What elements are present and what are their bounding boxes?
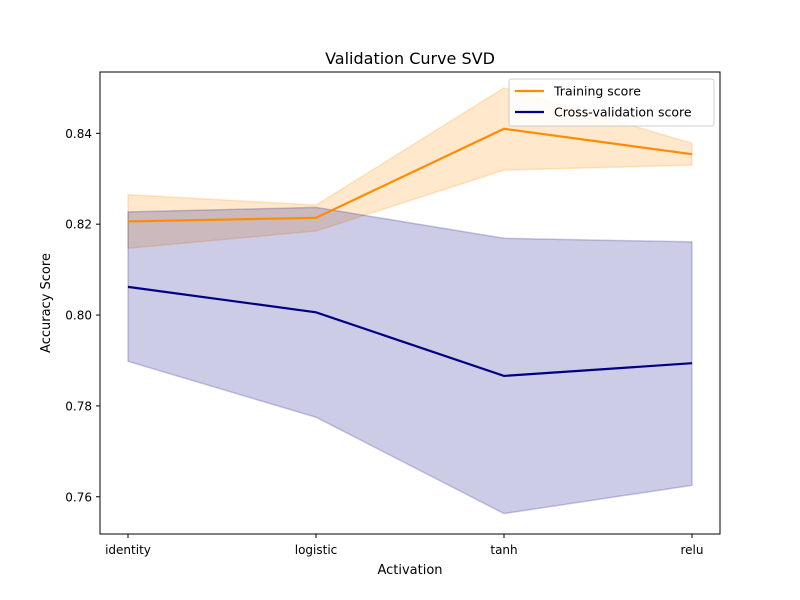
x-axis: identity logistic tanh relu: [105, 534, 704, 557]
y-axis-label: Accuracy Score: [39, 253, 54, 353]
y-tick-label-2: 0.80: [65, 309, 92, 323]
legend: Training score Cross-validation score: [508, 78, 715, 127]
band-series-0: [127, 87, 693, 250]
y-tick-label-4: 0.84: [65, 127, 92, 141]
y-axis: 0.76 0.78 0.80 0.82 0.84: [65, 127, 100, 504]
y-tick-label-1: 0.78: [65, 399, 92, 413]
chart-title: Validation Curve SVD: [325, 49, 495, 68]
x-tick-label-identity: identity: [105, 543, 151, 557]
x-tick-label-relu: relu: [681, 543, 704, 557]
x-tick-label-logistic: logistic: [295, 543, 338, 557]
axes-frame: [99, 71, 721, 535]
y-tick-label-0: 0.76: [65, 490, 92, 504]
y-tick-label-3: 0.82: [65, 218, 92, 232]
x-tick-label-tanh: tanh: [490, 543, 517, 557]
legend-label-0: Training score: [553, 84, 641, 99]
legend-label-1: Cross-validation score: [554, 105, 692, 120]
x-axis-label: Activation: [377, 563, 442, 578]
band-series-1: [127, 206, 693, 515]
line-series-1: [127, 285, 693, 378]
plot-area: [127, 87, 693, 515]
line-series-0: [127, 127, 693, 223]
legend-box: [508, 78, 715, 127]
